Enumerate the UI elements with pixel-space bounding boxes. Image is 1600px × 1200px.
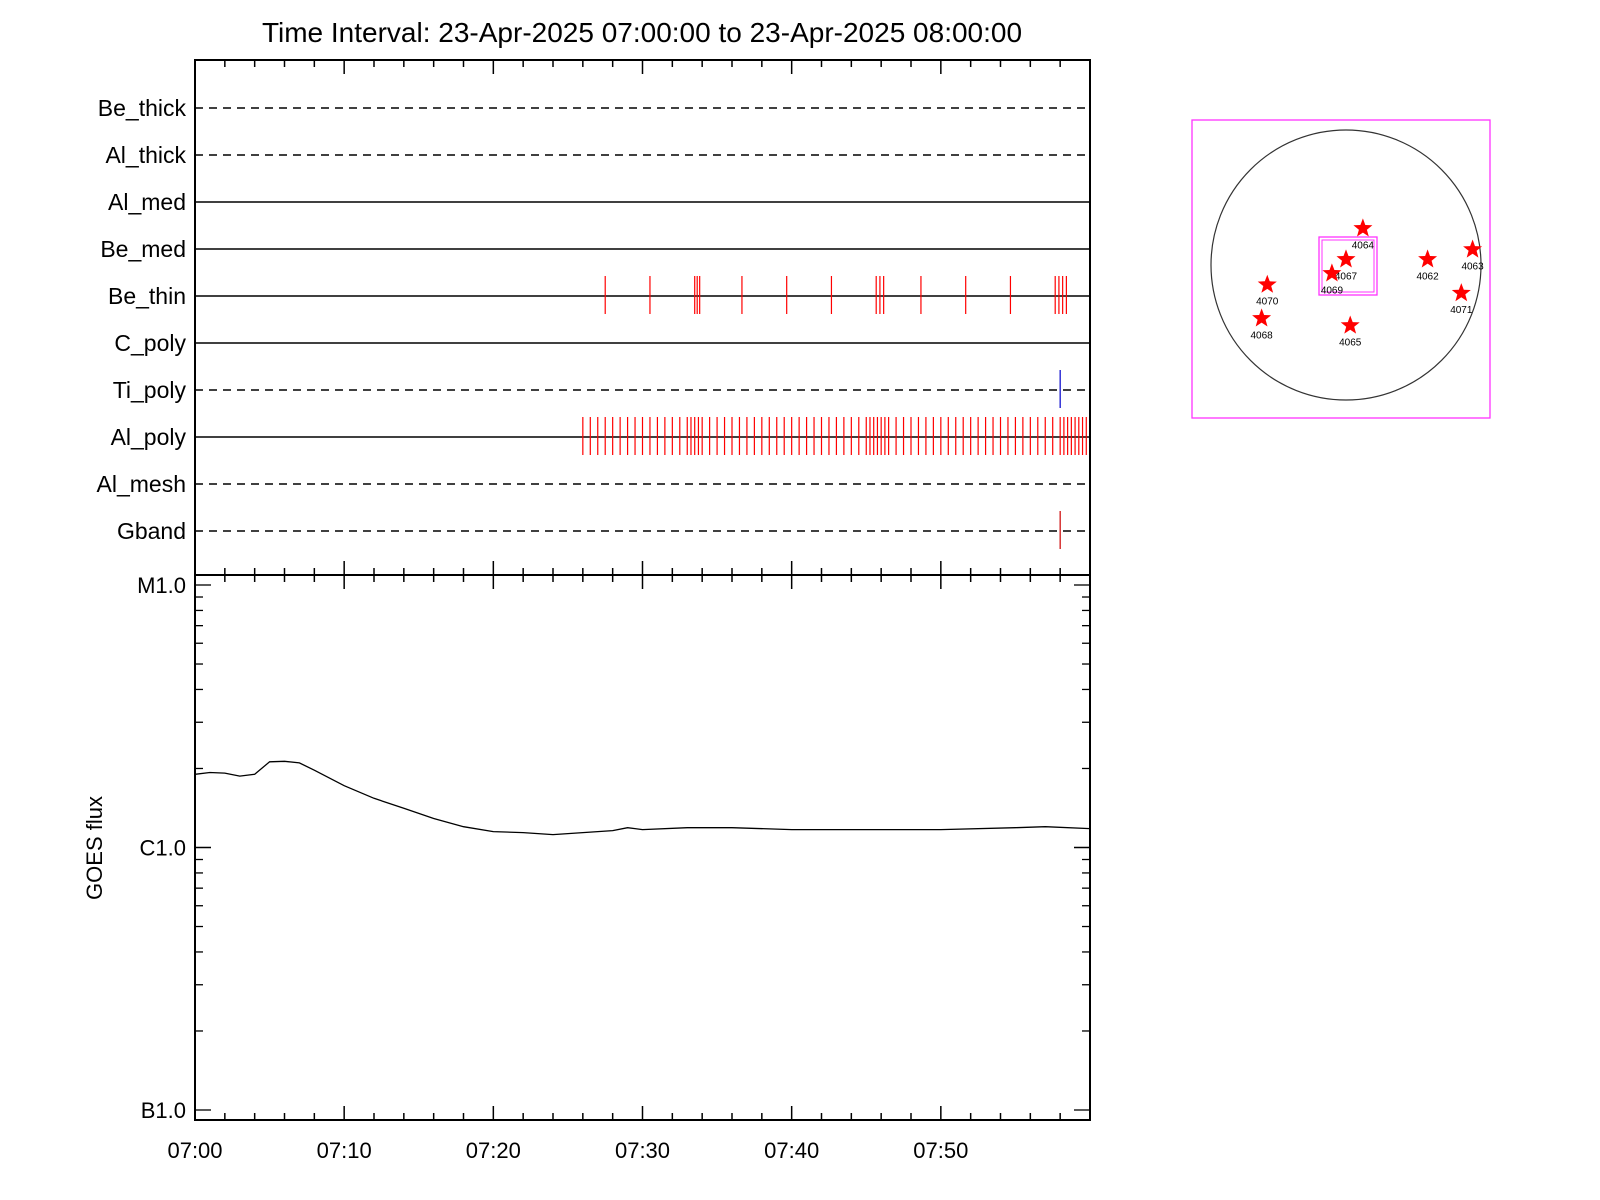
goes-y-ticks: M1.0 C1.0 B1.0 — [137, 573, 1090, 1123]
region-label: 4068 — [1251, 330, 1274, 341]
row-label-al_poly: Al_poly — [111, 424, 187, 450]
row-label-al_thick: Al_thick — [105, 142, 186, 168]
region-star-icon — [1252, 308, 1272, 327]
y-tick-label: M1.0 — [137, 573, 186, 598]
timeline-frame — [194, 59, 1091, 576]
chart-title: Time Interval: 23-Apr-2025 07:00:00 to 2… — [262, 17, 1022, 48]
region-star-icon — [1322, 263, 1342, 282]
map-zoom-box — [1318, 236, 1378, 296]
region-star-icon — [1463, 239, 1483, 258]
timeline-rows: Be_thick Al_thick Al_med Be_med Be_thin C_pol… — [97, 95, 1090, 549]
timeline-ticks — [194, 60, 1091, 575]
row-label-al_med: Al_med — [108, 189, 186, 215]
region-star-icon — [1353, 218, 1373, 237]
row-label-be_med: Be_med — [100, 236, 186, 262]
solar-map-panel: 4064 4067 4069 4062 4063 4071 4070 4068 4065 — [1191, 119, 1491, 419]
x-tick-label: 07:40 — [764, 1138, 819, 1163]
goes-flux-line — [194, 760, 1091, 836]
region-label: 4070 — [1256, 297, 1279, 308]
row-label-gband: Gband — [117, 518, 186, 544]
x-tick-label: 07:50 — [913, 1138, 968, 1163]
x-tick-label: 07:00 — [167, 1138, 222, 1163]
row-label-be_thick: Be_thick — [98, 95, 187, 121]
region-label: 4065 — [1339, 337, 1362, 348]
goes-frame — [194, 574, 1091, 1121]
timeline-panel: Be_thick Al_thick Al_med Be_med Be_thin C_pol… — [97, 59, 1091, 576]
region-star-icon — [1418, 249, 1438, 268]
region-label: 4064 — [1352, 240, 1375, 251]
map-frame — [1191, 119, 1491, 419]
region-star-icon — [1340, 315, 1360, 334]
y-tick-label: B1.0 — [141, 1098, 186, 1123]
region-label: 4063 — [1461, 262, 1484, 273]
region-label: 4071 — [1450, 305, 1473, 316]
solar-disk — [1210, 129, 1482, 401]
region-label: 4062 — [1416, 271, 1439, 282]
row-label-be_thin: Be_thin — [108, 283, 186, 309]
row-label-c_poly: C_poly — [114, 330, 186, 356]
goes-y-label: GOES flux — [82, 796, 107, 900]
goes-panel: M1.0C1.0B1.0 07:00 07:10 07:20 07:30 07:40 07… — [82, 573, 1091, 1163]
region-label: 4067 — [1335, 271, 1358, 282]
goes-x-ticks: 07:00 07:10 07:20 07:30 07:40 07:50 — [167, 575, 1091, 1163]
x-tick-label: 07:20 — [466, 1138, 521, 1163]
region-star-icon — [1451, 283, 1471, 302]
map-regions: 4064 4067 4069 4062 4063 4071 4070 4068 4065 — [1251, 218, 1484, 348]
region-label: 4069 — [1321, 285, 1344, 296]
region-star-icon — [1336, 249, 1356, 268]
y-tick-label: C1.0 — [140, 836, 186, 861]
map-zoom-box-inner — [1321, 239, 1375, 293]
row-label-ti_poly: Ti_poly — [113, 377, 187, 403]
row-label-al_mesh: Al_mesh — [97, 471, 186, 497]
region-star-icon — [1257, 274, 1277, 293]
x-tick-label: 07:30 — [615, 1138, 670, 1163]
x-tick-label: 07:10 — [317, 1138, 372, 1163]
